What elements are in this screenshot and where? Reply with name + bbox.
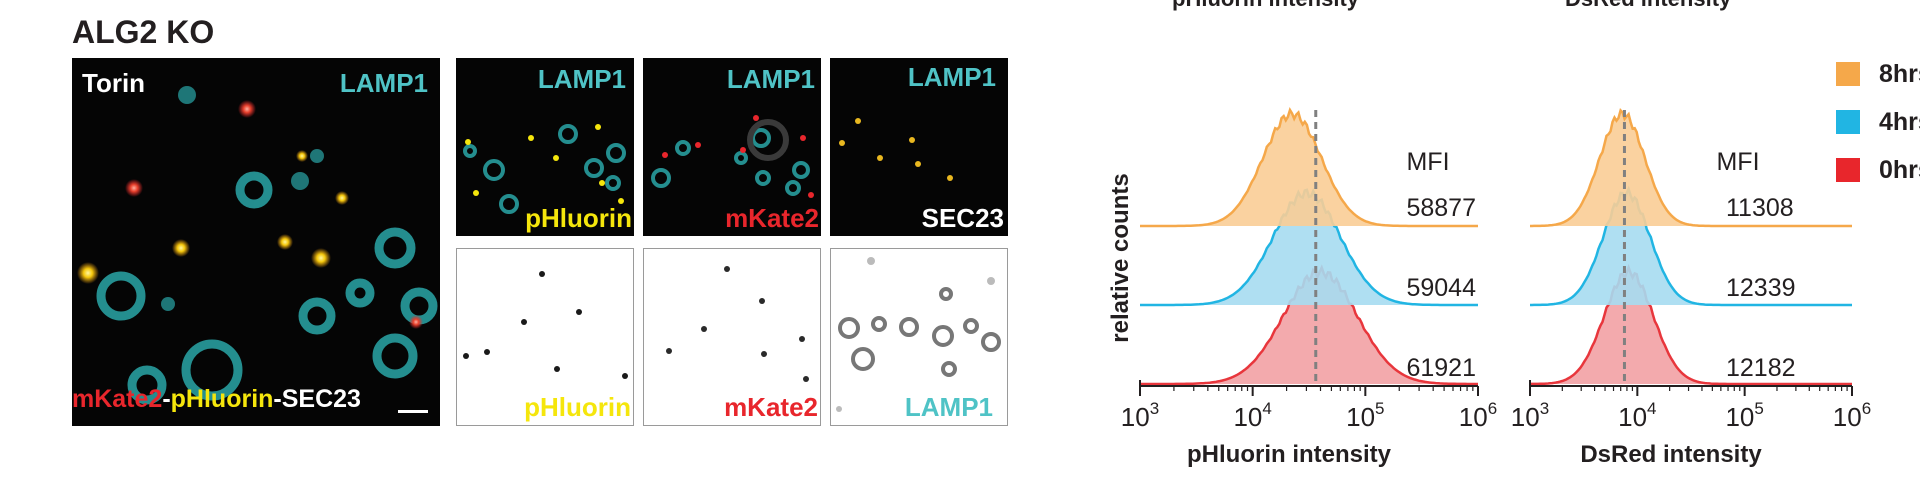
series-fill-8hrs — [1530, 110, 1852, 226]
main-image-content — [77, 86, 438, 413]
small-top-3-content — [839, 118, 953, 181]
merge-dash-2: - — [273, 385, 282, 413]
small-panel-top-2: LAMP1 mKate2 — [643, 58, 821, 236]
small-panel-bottom-3: LAMP1 — [830, 248, 1008, 426]
legend-swatch-4hrs — [1836, 110, 1860, 134]
chart-0: 61921 59044 58877 MFI 103 104 105 106 pHluorin i… — [1107, 106, 1497, 468]
series-line-4hrs — [1530, 185, 1852, 307]
series-fill-8hrs — [1140, 110, 1478, 226]
small-bottom-1-label: pHluorin — [524, 392, 631, 422]
cut-label-left: pHluorin intensity — [1172, 0, 1359, 12]
mfi-value-8hrs: 58877 — [1406, 194, 1476, 222]
merge-label: mKate2-pHluorin-SEC23 — [72, 385, 361, 414]
series-fill-4hrs — [1530, 189, 1852, 305]
series-line-8hrs — [1140, 106, 1478, 228]
small-top-2-lamp1: LAMP1 — [726, 64, 815, 94]
small-top-3-channel: SEC23 — [921, 203, 1004, 233]
legend-label-4hrs: 4hrs — [1879, 108, 1920, 136]
charts-layer: 61921 59044 58877 MFI 103 104 105 106 pHluorin i… — [1107, 106, 1871, 468]
mfi-value-4hrs: 59044 — [1406, 274, 1476, 302]
x-tick-label: 105 — [1346, 399, 1384, 432]
x-tick-label: 106 — [1459, 399, 1497, 432]
legend-swatch-8hrs — [1836, 62, 1860, 86]
x-tick-label: 103 — [1511, 399, 1549, 432]
small-bottom-3-content — [836, 257, 1001, 412]
small-top-2-channel: mKate2 — [725, 203, 819, 233]
series-line-4hrs — [1140, 188, 1478, 307]
x-axis-label: pHluorin intensity — [1187, 441, 1392, 468]
merge-sec23: SEC23 — [281, 385, 361, 413]
small-top-1-content — [463, 124, 626, 214]
mfi-header: MFI — [1716, 148, 1759, 176]
x-tick-label: 104 — [1618, 399, 1656, 432]
mfi-value-0hrs: 12182 — [1726, 354, 1796, 382]
merge-dash-1: - — [162, 385, 171, 413]
series-line-0hrs — [1529, 263, 1852, 386]
series-fill-0hrs — [1140, 267, 1478, 384]
chart-1: 12182 12339 11308 MFI 103 104 105 106 DsRed inte… — [1511, 107, 1871, 468]
mfi-value-0hrs: 61921 — [1406, 354, 1476, 382]
y-axis-label: relative counts — [1107, 173, 1134, 342]
x-tick-label: 104 — [1233, 399, 1271, 432]
legend-item-0hrs: 0hrs — [1836, 154, 1920, 186]
small-panel-top-3: LAMP1 SEC23 — [830, 58, 1008, 236]
legend-item-8hrs: 8hrs — [1836, 58, 1920, 90]
legend-label-8hrs: 8hrs — [1879, 60, 1920, 88]
mfi-header: MFI — [1406, 148, 1449, 176]
mfi-value-8hrs: 11308 — [1726, 194, 1794, 222]
series-fill-4hrs — [1140, 189, 1478, 305]
legend-label-0hrs: 0hrs — [1879, 156, 1920, 184]
small-bottom-1-content — [463, 271, 628, 379]
x-axis-label: DsRed intensity — [1580, 441, 1762, 468]
small-panel-bottom-2: mKate2 — [643, 248, 821, 426]
x-tick-label: 105 — [1725, 399, 1763, 432]
small-bottom-2-content — [666, 266, 809, 382]
small-top-1-channel: pHluorin — [525, 203, 632, 233]
series-line-0hrs — [1140, 264, 1478, 386]
main-lamp1-label: LAMP1 — [339, 68, 428, 98]
legend-item-4hrs: 4hrs — [1836, 106, 1920, 138]
small-top-3-lamp1: LAMP1 — [907, 62, 996, 92]
legend-swatch-0hrs — [1836, 158, 1860, 182]
x-tick-label: 103 — [1121, 399, 1159, 432]
cut-label-right: DsRed intensity — [1565, 0, 1731, 12]
small-bottom-2-label: mKate2 — [724, 392, 818, 422]
x-tick-label: 106 — [1833, 399, 1871, 432]
figure-title: ALG2 KO — [72, 14, 215, 50]
merge-mkate2: mKate2 — [72, 385, 163, 413]
merge-phluorin: pHluorin — [170, 385, 274, 413]
series-fill-0hrs — [1530, 267, 1852, 384]
small-panel-bottom-1: pHluorin — [456, 248, 634, 426]
series-line-8hrs — [1530, 107, 1852, 228]
small-top-1-lamp1: LAMP1 — [537, 64, 626, 94]
treatment-label: Torin — [82, 68, 146, 98]
small-panel-top-1: LAMP1 pHluorin — [456, 58, 634, 236]
main-image-panel: Torin LAMP1 mKate2-pHluorin-SEC23 — [72, 58, 440, 426]
mfi-value-4hrs: 12339 — [1726, 274, 1796, 302]
small-bottom-3-label: LAMP1 — [904, 392, 993, 422]
small-top-2-content — [651, 115, 814, 198]
